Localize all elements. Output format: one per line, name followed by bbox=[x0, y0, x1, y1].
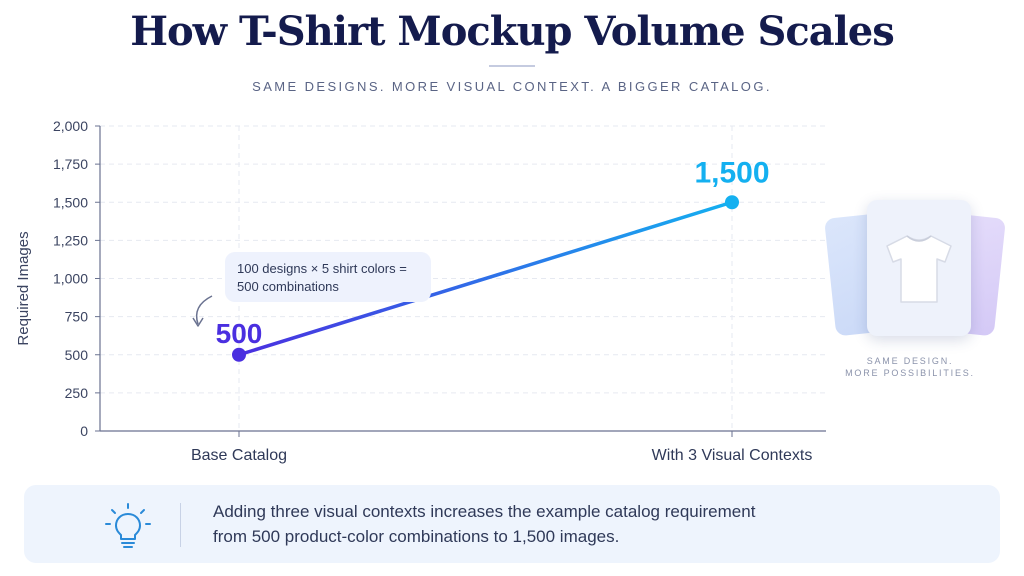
annotation-box bbox=[225, 252, 431, 302]
y-tick-label: 250 bbox=[65, 385, 89, 401]
y-tick-label: 1,750 bbox=[53, 156, 88, 172]
side-caption: SAME DESIGN. MORE POSSIBILITIES. bbox=[845, 356, 975, 378]
data-label: 1,500 bbox=[694, 156, 769, 189]
page-title: How T-Shirt Mockup Volume Scales bbox=[130, 8, 895, 55]
note-line-1: Adding three visual contexts increases t… bbox=[213, 502, 756, 521]
annotation-line-1: 100 designs × 5 shirt colors = bbox=[237, 261, 407, 276]
data-point bbox=[725, 195, 739, 210]
t-shirt-icon bbox=[886, 235, 952, 303]
annotation-line-2: 500 combinations bbox=[237, 279, 339, 294]
annotation-arrow bbox=[195, 295, 213, 325]
x-tick-label: Base Catalog bbox=[191, 447, 287, 464]
page-subtitle: SAME DESIGNS. MORE VISUAL CONTEXT. A BIG… bbox=[252, 79, 772, 94]
data-point bbox=[232, 347, 246, 362]
data-label: 500 bbox=[216, 318, 263, 349]
y-tick-label: 0 bbox=[80, 423, 88, 439]
y-tick-label: 1,000 bbox=[53, 271, 88, 287]
note-line-2: from 500 product-color combinations to 1… bbox=[213, 527, 620, 546]
note-text: Adding three visual contexts increases t… bbox=[213, 499, 973, 549]
x-tick-label: With 3 Visual Contexts bbox=[652, 447, 813, 464]
note-divider bbox=[180, 503, 181, 547]
annotation-arrowhead bbox=[192, 317, 204, 327]
y-tick-label: 1,250 bbox=[53, 232, 88, 248]
title-divider bbox=[489, 65, 535, 67]
y-tick-label: 2,000 bbox=[53, 118, 88, 134]
y-axis-label: Required Images bbox=[15, 231, 32, 345]
y-tick-label: 1,500 bbox=[53, 194, 88, 210]
lightbulb-icon bbox=[105, 503, 151, 548]
series-line bbox=[237, 200, 734, 357]
y-tick-label: 500 bbox=[65, 347, 89, 363]
y-tick-label: 750 bbox=[65, 309, 89, 325]
mockup-card-front bbox=[867, 200, 971, 336]
insight-note: Adding three visual contexts increases t… bbox=[24, 485, 1000, 563]
